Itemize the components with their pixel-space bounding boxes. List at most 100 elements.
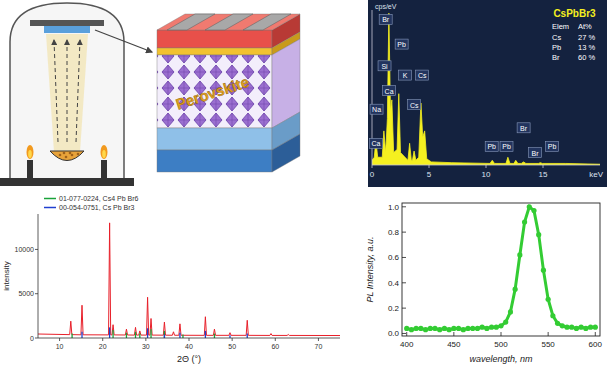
reference-peak xyxy=(164,331,165,338)
x-tick xyxy=(232,338,233,341)
diffractogram xyxy=(38,223,340,336)
reference-peak xyxy=(112,330,113,338)
vapor-arrow xyxy=(76,40,80,142)
y-tick-label: 0.2 xyxy=(388,304,400,313)
pl-point xyxy=(437,327,442,332)
annotation-box xyxy=(408,100,421,110)
reference-peak xyxy=(71,334,72,338)
x-tick xyxy=(406,332,407,336)
x-tick-label: 600 xyxy=(589,340,603,349)
x-axis-label: wavelength, nm xyxy=(469,354,533,364)
annotation-box xyxy=(500,141,513,151)
heater-post xyxy=(101,160,107,178)
annotation: Pb xyxy=(397,41,406,48)
pl-point xyxy=(409,327,414,332)
pl-point xyxy=(475,326,480,331)
vapor-beam xyxy=(46,34,88,152)
decoration xyxy=(63,152,66,155)
annotation-box xyxy=(399,70,412,80)
x-tick-label: 60 xyxy=(271,343,279,350)
annotation-box xyxy=(379,14,392,24)
zoom-arrow xyxy=(95,30,152,52)
x-tick-label: 450 xyxy=(447,340,461,349)
pl-point xyxy=(546,297,551,302)
pl-point xyxy=(418,326,423,331)
flame xyxy=(101,145,108,159)
top-face xyxy=(157,14,300,30)
inset-cell: Cs xyxy=(552,33,561,42)
legend-swatch xyxy=(44,198,56,200)
pl-point xyxy=(461,327,466,332)
x-tick-label: 10 xyxy=(482,170,491,179)
perovskite-layer xyxy=(157,55,272,128)
annotation-box xyxy=(370,104,383,114)
annotation: Pb xyxy=(548,143,557,150)
decoration xyxy=(69,152,72,155)
pl-point xyxy=(442,326,447,331)
pl-point xyxy=(531,208,536,213)
x-axis-label: keV xyxy=(589,170,603,179)
y-tick xyxy=(402,282,406,283)
x-tick xyxy=(102,338,103,341)
pl-point xyxy=(527,204,532,209)
pl-point xyxy=(550,313,555,318)
figure: Perovskite051015keVcps/eVBrPbSiKCsCaNaCs… xyxy=(0,0,607,367)
annotation: Cs xyxy=(410,102,419,109)
x-tick-label: 400 xyxy=(400,340,414,349)
decoration xyxy=(59,154,62,157)
x-tick-label: 30 xyxy=(142,343,150,350)
pl-point xyxy=(484,326,489,331)
annotation-box xyxy=(369,138,382,148)
y-tick-label: 0.4 xyxy=(388,279,400,288)
y-tick-label: 5000 xyxy=(18,290,34,297)
y-axis-label: cps/eV xyxy=(375,3,397,11)
x-axis-label: 2Θ (°) xyxy=(177,354,201,364)
decoration xyxy=(77,153,80,156)
annotation: Pb xyxy=(487,143,496,150)
y-tick xyxy=(402,308,406,309)
pl-point xyxy=(465,326,470,331)
reference-peak xyxy=(179,333,180,338)
decoration xyxy=(28,150,32,158)
x-tick-label: 5 xyxy=(427,170,432,179)
electrode-layer xyxy=(157,30,272,48)
electrode xyxy=(167,14,215,30)
layer-label: Perovskite xyxy=(174,73,251,113)
heater-post xyxy=(27,160,33,178)
pl-point xyxy=(423,327,428,332)
x-tick xyxy=(145,338,146,341)
pl-point xyxy=(451,326,456,331)
y-tick xyxy=(35,293,38,294)
y-tick-label: 10000 xyxy=(15,246,35,253)
legend-entry: 01-077-0224, Cs4 Pb Br6 xyxy=(59,195,138,202)
legend-entry: 00-054-0751, Cs Pb Br3 xyxy=(59,204,135,211)
y-tick xyxy=(35,249,38,250)
y-tick-label: 1.0 xyxy=(388,203,400,212)
x-tick-label: 70 xyxy=(315,343,323,350)
pl-point xyxy=(536,232,541,237)
base-plate xyxy=(0,178,134,186)
annotation-box xyxy=(546,141,559,151)
annotation-box xyxy=(529,148,542,158)
pl-point xyxy=(588,325,593,330)
inset-cell: Br xyxy=(552,53,560,62)
x-tick-label: 0 xyxy=(370,170,375,179)
y-tick-label: 0 xyxy=(30,335,34,342)
substrate-layer xyxy=(272,134,300,172)
plot-frame xyxy=(402,203,600,336)
electrode xyxy=(205,14,253,30)
pl-point xyxy=(569,325,574,330)
reference-peak xyxy=(150,329,151,338)
pl-point xyxy=(503,319,508,324)
pl-point xyxy=(414,326,419,331)
y-tick xyxy=(402,206,406,207)
pl-point xyxy=(513,287,518,292)
x-tick xyxy=(543,165,544,168)
bell-jar xyxy=(10,3,124,178)
decoration xyxy=(65,156,68,159)
annotation: Ca xyxy=(372,140,381,147)
pl-point xyxy=(494,325,499,330)
y-tick-label: 0.6 xyxy=(388,253,400,262)
pl-line xyxy=(407,207,596,330)
device-stack: Perovskite xyxy=(157,14,300,172)
